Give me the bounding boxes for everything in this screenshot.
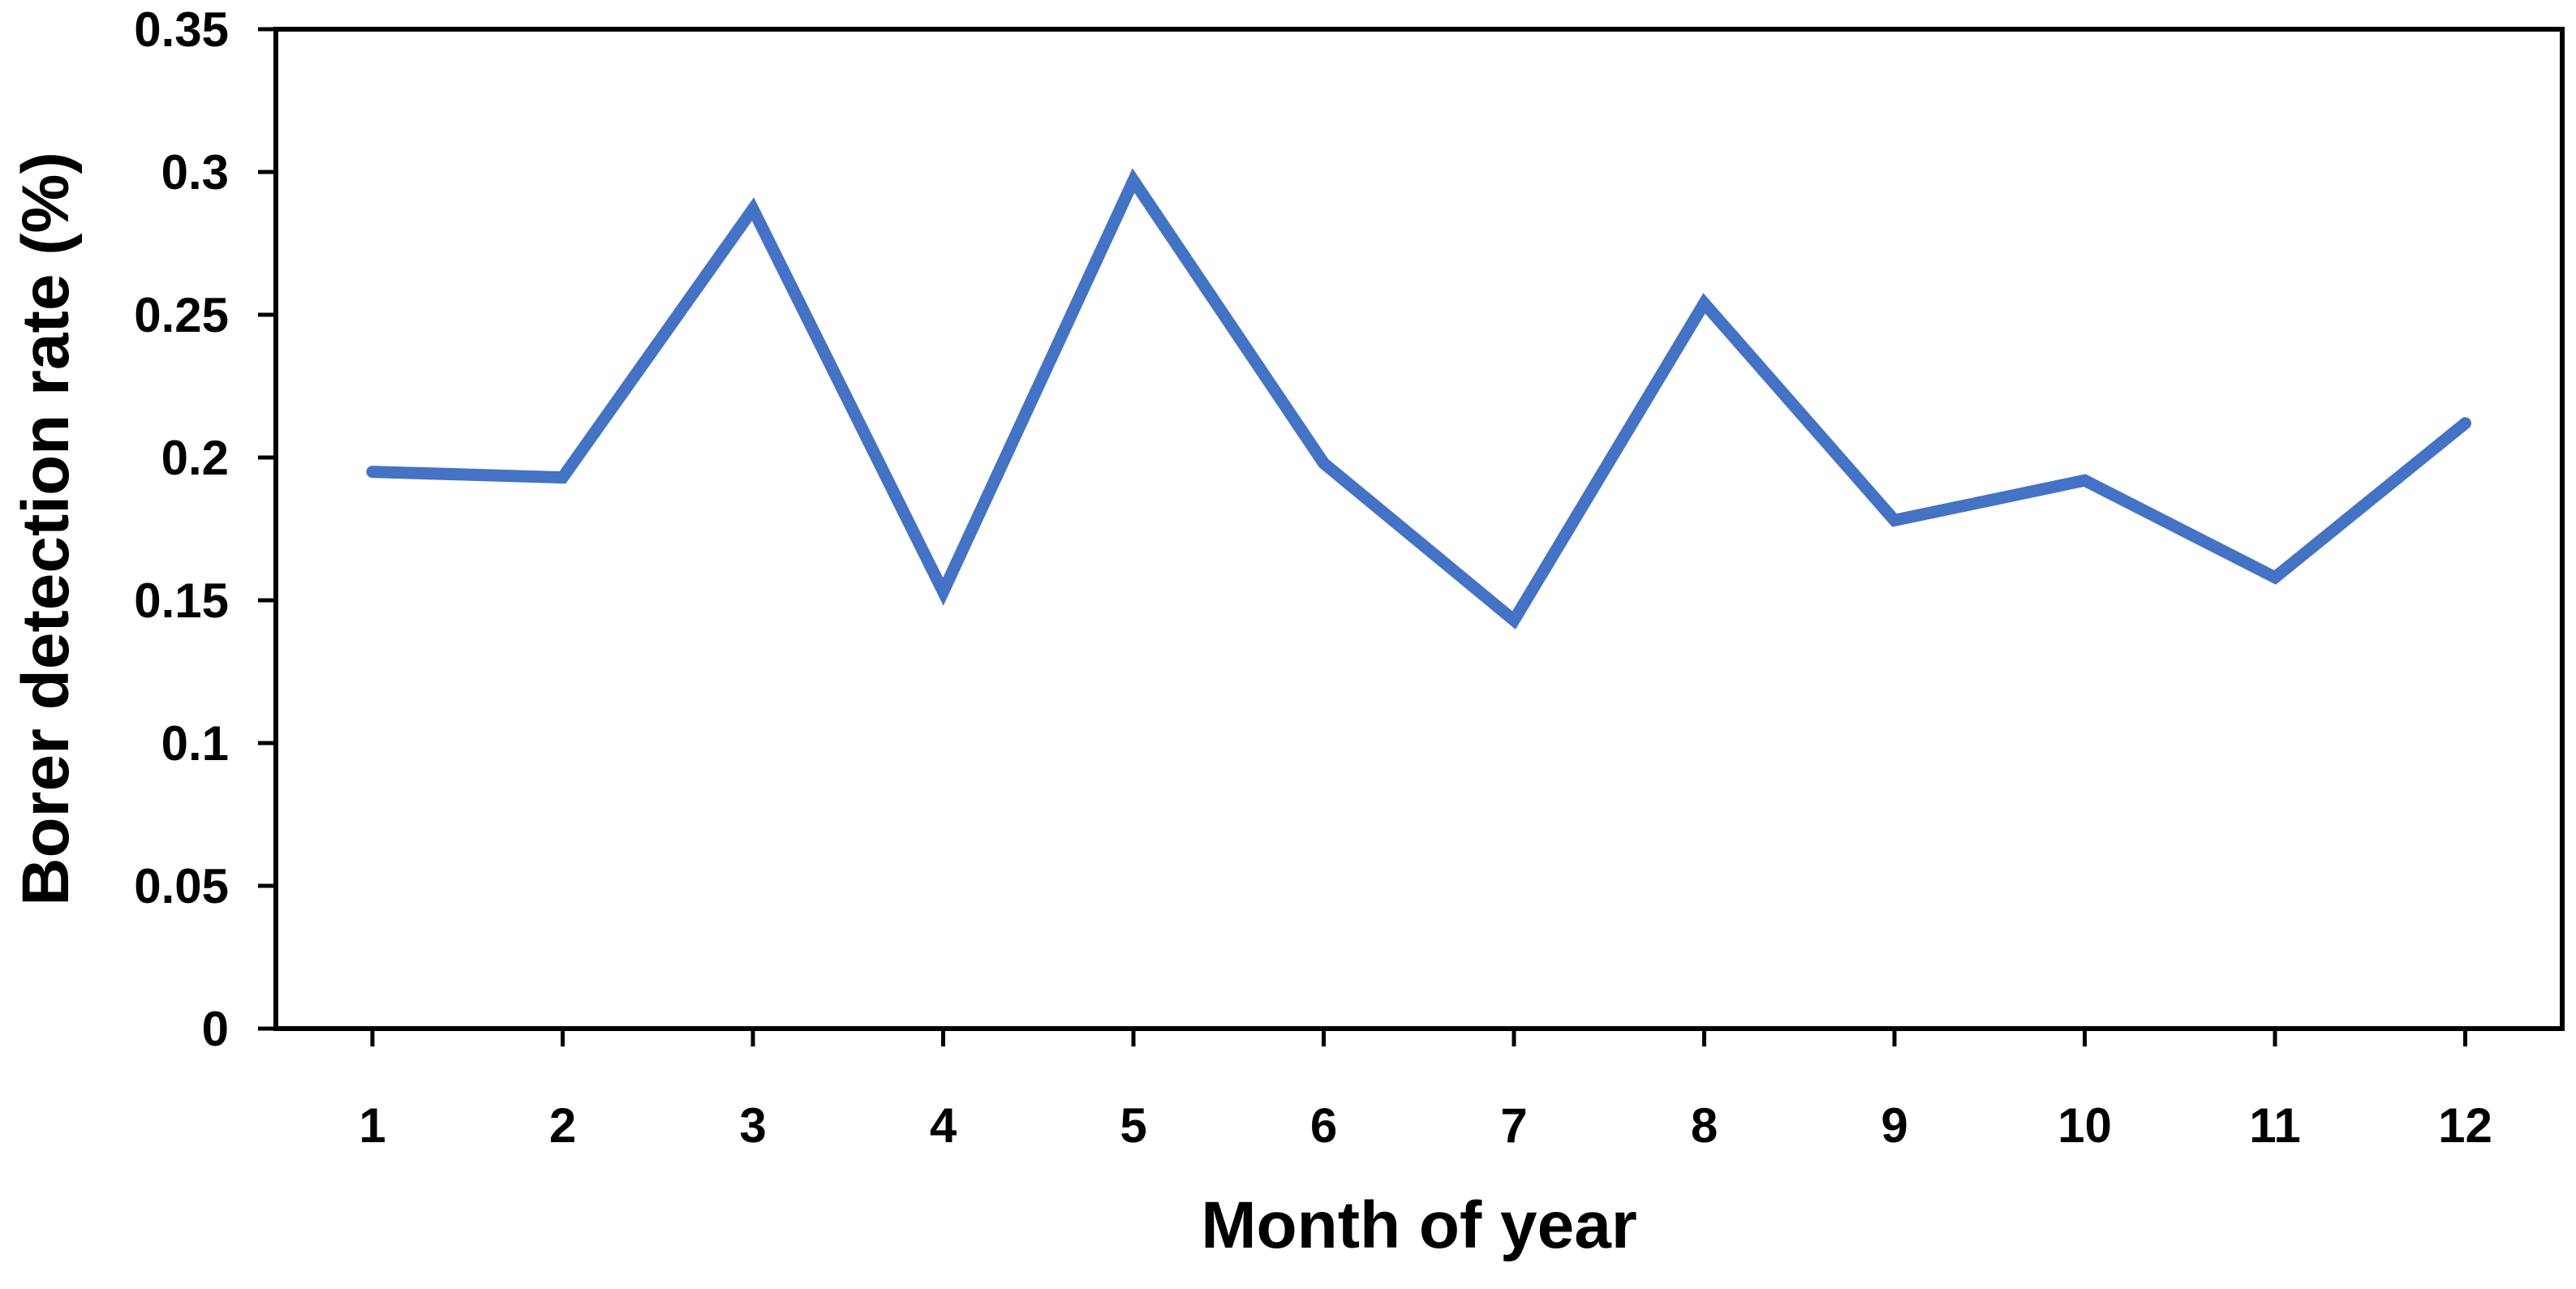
y-tick-label: 0.35: [134, 2, 229, 57]
x-tick-label: 7: [1500, 1098, 1527, 1153]
series-line: [366, 168, 2471, 629]
y-tick-label: 0.15: [134, 574, 229, 628]
y-tick-label: 0.3: [161, 145, 229, 200]
x-tick-label: 1: [359, 1098, 385, 1153]
y-tick-label: 0: [202, 1002, 229, 1056]
x-tick-label: 12: [2438, 1098, 2492, 1153]
x-tick-label: 4: [930, 1098, 957, 1153]
y-axis-title: Borer detection rate (%): [9, 152, 83, 906]
y-axis: 0 0.05 0.1 0.15 0.2 0.25 0.3 0.35: [134, 2, 276, 1056]
y-tick-label: 0.1: [161, 716, 229, 771]
plot-frame: [273, 27, 2565, 1031]
x-tick-label: 6: [1310, 1098, 1337, 1153]
series-layer: [366, 168, 2471, 629]
x-tick-label: 5: [1120, 1098, 1146, 1153]
x-tick-label: 9: [1881, 1098, 1907, 1153]
x-tick-label: 11: [2249, 1098, 2300, 1153]
x-axis: 1 2 3 4 5 6 7 8 9 10 11 12: [359, 1029, 2492, 1153]
x-axis-title: Month of year: [1201, 1188, 1637, 1262]
y-tick-label: 0.2: [161, 431, 229, 485]
x-tick-label: 3: [739, 1098, 766, 1153]
x-tick-label: 10: [2058, 1098, 2112, 1153]
x-tick-label: 8: [1691, 1098, 1718, 1153]
y-tick-label: 0.25: [134, 288, 229, 342]
y-tick-label: 0.05: [134, 859, 229, 913]
x-tick-label: 2: [549, 1098, 576, 1153]
